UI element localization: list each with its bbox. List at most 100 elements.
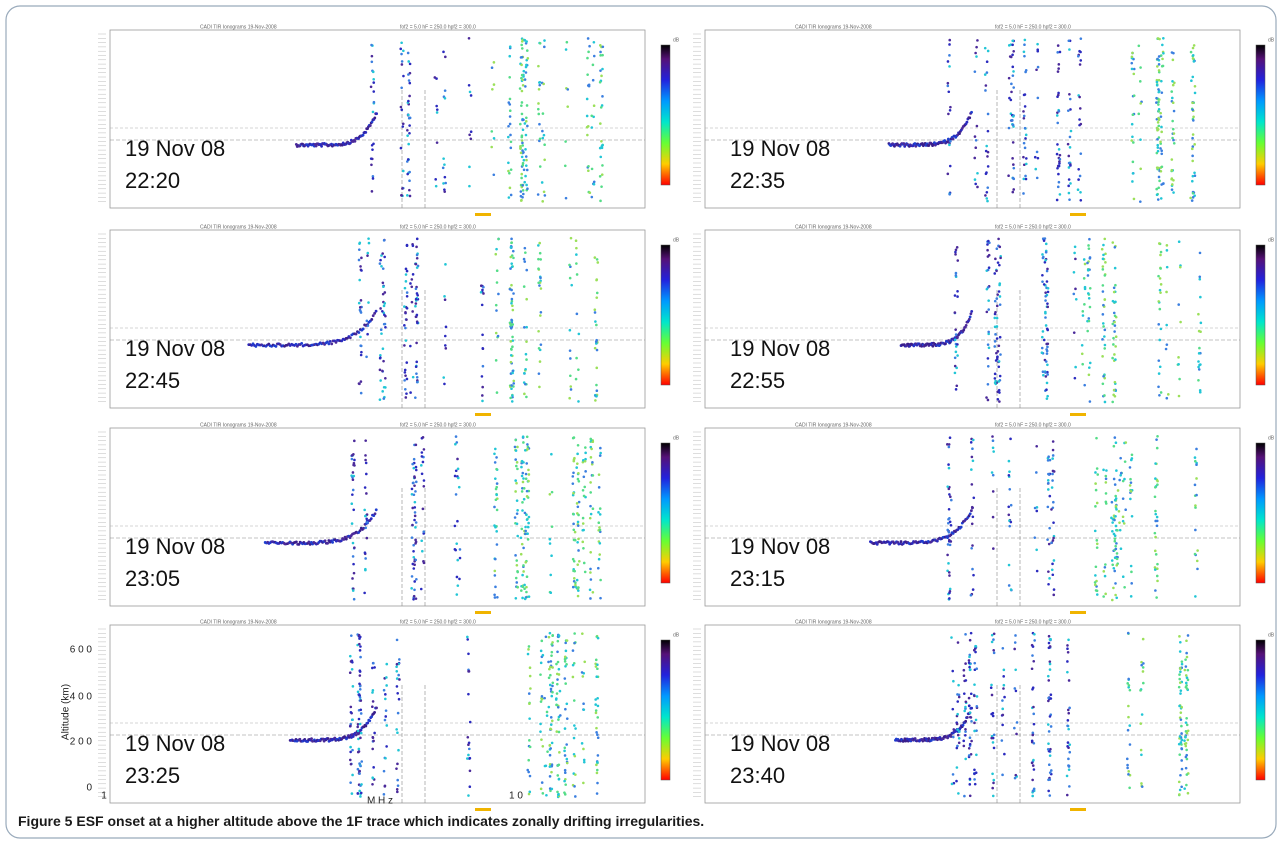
echo-dot — [1088, 400, 1092, 403]
echo-dot — [514, 576, 518, 580]
echo-dot — [1157, 55, 1161, 58]
echo-dot — [522, 477, 525, 480]
echo-dot — [985, 144, 988, 148]
echo-dot — [572, 471, 575, 475]
echo-dot — [382, 688, 386, 692]
echo-dot — [510, 297, 514, 301]
echo-dot — [294, 342, 298, 346]
echo-dot — [1074, 287, 1077, 291]
echo-dot — [568, 328, 572, 332]
echo-dot — [1159, 253, 1162, 257]
echo-dot — [1083, 303, 1086, 306]
echo-dot — [946, 172, 950, 176]
echo-dot — [1170, 96, 1174, 100]
ionogram-panel: CADI TIR Ionograms 19-Nov-2008 fof2 = 5.0… — [98, 619, 680, 811]
echo-dot — [1191, 145, 1195, 148]
panel-frame — [109, 624, 646, 804]
echo-dot — [357, 633, 361, 637]
x-tick-label: 1 — [101, 791, 107, 802]
echo-dot — [969, 593, 973, 597]
echo-dot — [1121, 515, 1125, 519]
echo-dot — [525, 168, 529, 172]
echo-dot — [365, 513, 369, 516]
echo-dot — [527, 792, 531, 796]
echo-dot — [509, 396, 512, 400]
echo-dot — [537, 372, 541, 375]
echo-dot — [507, 135, 510, 139]
echo-dot — [1113, 534, 1117, 537]
echo-dot — [357, 737, 360, 741]
echo-dot — [494, 447, 497, 451]
echo-dot — [569, 385, 573, 388]
echo-dot — [1068, 706, 1071, 710]
echo-dot — [415, 372, 418, 375]
panel-time: 23:40 — [730, 763, 785, 788]
echo-dot — [350, 667, 354, 671]
echo-dot — [1095, 539, 1099, 542]
echo-dot — [384, 709, 388, 712]
echo-dot — [373, 512, 377, 516]
echo-dot — [1157, 118, 1161, 122]
echo-dot — [496, 334, 500, 338]
panel-frame — [704, 229, 1241, 409]
ionogram-panel: CADI TIR Ionograms 19-Nov-2008 fof2 = 5.0… — [98, 24, 680, 216]
echo-dot — [1044, 242, 1048, 246]
echo-dot — [986, 150, 990, 154]
echo-dot — [993, 272, 997, 275]
echo-dot — [526, 124, 529, 128]
echo-dot — [1111, 563, 1115, 567]
echo-dot — [949, 495, 952, 498]
echo-dot — [946, 569, 949, 573]
echo-dot — [352, 508, 356, 512]
echo-dot — [971, 515, 975, 519]
echo-dot — [364, 724, 368, 728]
echo-dot — [521, 501, 524, 504]
echo-dot — [955, 384, 959, 388]
echo-dot — [563, 771, 567, 775]
echo-dot — [1172, 191, 1175, 194]
echo-dot — [538, 241, 542, 245]
echo-dot — [1185, 773, 1189, 776]
echo-dot — [541, 136, 545, 140]
echo-dot — [513, 516, 517, 519]
echo-dot — [992, 547, 995, 550]
echo-dot — [526, 538, 530, 541]
echo-dot — [994, 333, 997, 336]
echo-dot — [949, 523, 953, 527]
echo-dot — [521, 78, 525, 82]
echo-dot — [589, 481, 592, 484]
echo-dot — [415, 256, 419, 260]
echo-dot — [357, 331, 361, 334]
echo-dot — [1180, 732, 1183, 735]
echo-dot — [523, 326, 526, 329]
echo-dot — [973, 661, 977, 665]
echo-dot — [415, 237, 419, 241]
echo-dot — [1198, 389, 1202, 392]
echo-dot — [365, 536, 369, 540]
echo-dot — [523, 246, 527, 250]
echo-dot — [1067, 679, 1071, 682]
echo-dot — [1051, 448, 1055, 452]
echo-dot — [507, 161, 510, 165]
echo-dot — [351, 493, 354, 496]
echo-dot — [1119, 473, 1122, 477]
echo-dot — [1153, 549, 1157, 553]
echo-dot — [1049, 747, 1052, 751]
echo-dot — [1009, 588, 1013, 591]
echo-dot — [510, 265, 514, 269]
echo-dot — [1130, 139, 1133, 142]
echo-dot — [1191, 191, 1195, 195]
echo-dot — [574, 795, 577, 798]
echo-dot — [1033, 536, 1037, 539]
echo-dot — [1041, 253, 1044, 256]
echo-dot — [973, 782, 977, 786]
echo-dot — [1013, 687, 1017, 690]
echo-dot — [1045, 352, 1049, 355]
echo-dot — [583, 660, 587, 664]
panel-date: 19 Nov 08 — [730, 136, 830, 161]
echo-dot — [550, 554, 553, 558]
echo-dot — [987, 308, 991, 311]
echo-dot — [1115, 557, 1119, 561]
echo-dot — [1132, 72, 1136, 76]
echo-dot — [1184, 681, 1188, 685]
